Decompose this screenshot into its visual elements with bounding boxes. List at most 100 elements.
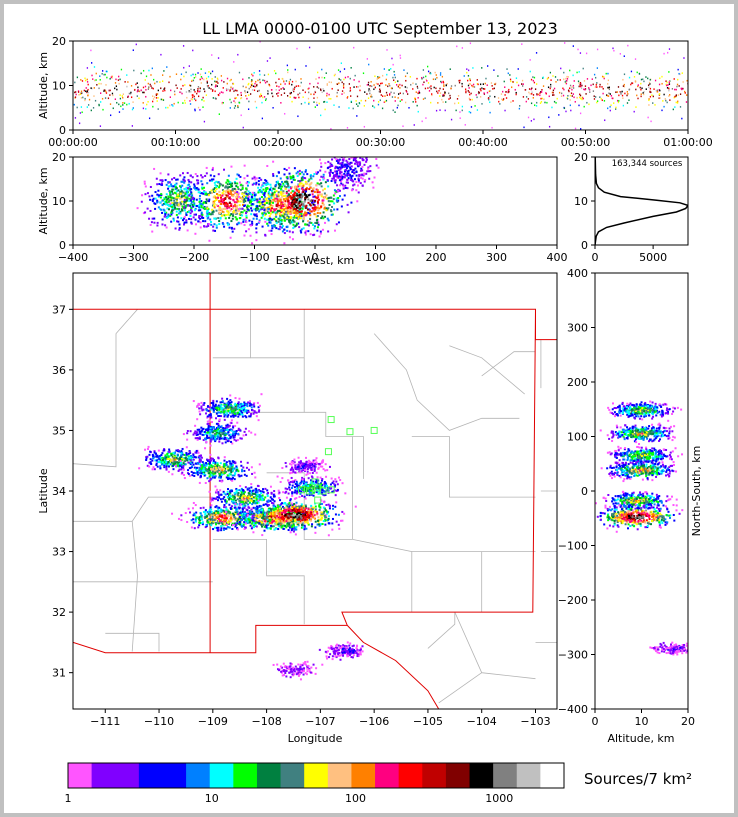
ew-density-point bbox=[264, 208, 267, 211]
map-density-point bbox=[230, 408, 233, 411]
ew-density-point bbox=[303, 193, 306, 196]
ew-density-point bbox=[280, 218, 283, 221]
ew-density-point bbox=[365, 157, 368, 160]
map-density-point bbox=[257, 501, 260, 504]
ew-density-point bbox=[354, 162, 357, 165]
map-density-point bbox=[199, 463, 202, 466]
ew-density-point bbox=[294, 187, 297, 190]
ew-density-point bbox=[271, 211, 274, 214]
time-altitude-point bbox=[389, 84, 391, 87]
ew-density-point bbox=[275, 203, 278, 206]
ew-density-point bbox=[241, 211, 244, 214]
ew-density-point bbox=[312, 234, 315, 237]
lma-figure: LL LMA 0000-0100 UTC September 13, 2023 … bbox=[37, 19, 713, 805]
time-altitude-point bbox=[276, 85, 278, 87]
map-density-point bbox=[209, 440, 212, 443]
ew-density-point bbox=[247, 199, 250, 202]
time-altitude-point bbox=[568, 87, 571, 90]
ew-density-point bbox=[313, 200, 316, 203]
map-density-point bbox=[250, 406, 253, 409]
time-altitude-point bbox=[315, 101, 318, 104]
time-altitude-point bbox=[79, 112, 82, 114]
ew-density-point bbox=[275, 215, 278, 218]
ew-density-point bbox=[312, 187, 315, 190]
ew-density-point bbox=[194, 187, 197, 190]
ew-density-point bbox=[191, 176, 194, 179]
map-density-point bbox=[255, 496, 258, 499]
ew-density-point bbox=[310, 201, 313, 204]
time-altitude-point bbox=[652, 102, 654, 104]
time-altitude-point bbox=[585, 52, 588, 55]
time-altitude-point bbox=[472, 83, 475, 86]
map-density-point bbox=[212, 399, 215, 402]
ew-density-point bbox=[334, 175, 337, 178]
map-density-point bbox=[155, 455, 158, 458]
ew-density-point bbox=[146, 207, 149, 210]
ew-density-point bbox=[180, 190, 183, 193]
time-altitude-point bbox=[379, 99, 381, 102]
time-altitude-point bbox=[679, 93, 682, 95]
time-altitude-point bbox=[559, 79, 561, 81]
map-density-point bbox=[227, 469, 230, 472]
map-density-point bbox=[244, 495, 247, 498]
ew-density-point bbox=[314, 221, 317, 224]
ew-density-point bbox=[333, 174, 336, 177]
ew-density-point bbox=[251, 183, 254, 186]
time-altitude-point bbox=[284, 112, 286, 115]
ew-density-point bbox=[236, 186, 239, 189]
ew-density-point bbox=[183, 181, 186, 184]
ew-density-point bbox=[320, 182, 323, 185]
ew-density-point bbox=[292, 216, 295, 219]
time-altitude-point bbox=[502, 98, 505, 100]
time-altitude-point bbox=[457, 102, 460, 104]
time-altitude-point bbox=[200, 82, 202, 84]
ew-density-point bbox=[156, 199, 159, 202]
map-density-point bbox=[203, 474, 206, 477]
ew-density-point bbox=[277, 199, 280, 202]
ew-density-point bbox=[289, 177, 292, 180]
time-altitude-point bbox=[122, 102, 124, 104]
ew-density-point bbox=[343, 165, 346, 168]
ew-density-point bbox=[334, 167, 337, 170]
map-density-point bbox=[202, 468, 205, 471]
time-altitude-point bbox=[397, 85, 399, 88]
time-altitude-point bbox=[627, 93, 629, 95]
ew-density-point bbox=[309, 175, 312, 178]
time-altitude-point bbox=[175, 84, 177, 87]
time-altitude-point bbox=[386, 73, 388, 76]
ew-density-point bbox=[211, 213, 214, 216]
map-density-point bbox=[236, 421, 239, 424]
time-altitude-point bbox=[276, 93, 278, 95]
ew-density-point bbox=[284, 200, 287, 203]
map-density-point bbox=[227, 405, 230, 408]
time-altitude-point bbox=[628, 99, 630, 102]
ew-density-point bbox=[203, 208, 206, 211]
map-density-point bbox=[235, 468, 238, 471]
time-altitude-point bbox=[399, 100, 401, 103]
map-density-point bbox=[250, 499, 253, 502]
map-density-point bbox=[198, 481, 201, 484]
time-altitude-point bbox=[300, 81, 302, 84]
time-altitude-point bbox=[341, 90, 344, 92]
time-altitude-point bbox=[106, 70, 108, 73]
time-altitude-point bbox=[194, 108, 196, 111]
ew-density-point bbox=[218, 186, 221, 189]
time-altitude-point bbox=[553, 94, 555, 96]
time-altitude-point bbox=[86, 78, 88, 81]
time-altitude-point bbox=[340, 79, 342, 81]
time-altitude-point bbox=[272, 106, 274, 109]
map-density-point bbox=[172, 451, 175, 454]
ew-density-point bbox=[282, 200, 285, 203]
time-altitude-point bbox=[560, 67, 562, 70]
ew-density-point bbox=[297, 183, 300, 186]
time-altitude-point bbox=[562, 94, 565, 97]
time-altitude-point bbox=[634, 58, 637, 60]
map-density-point bbox=[183, 453, 186, 456]
ew-density-point bbox=[316, 226, 319, 229]
ew-density-point bbox=[329, 170, 332, 173]
time-altitude-point bbox=[651, 94, 653, 96]
ew-density-point bbox=[270, 229, 273, 232]
map-density-point bbox=[210, 467, 213, 470]
time-altitude-point bbox=[637, 97, 639, 100]
ew-density-point bbox=[174, 206, 177, 209]
